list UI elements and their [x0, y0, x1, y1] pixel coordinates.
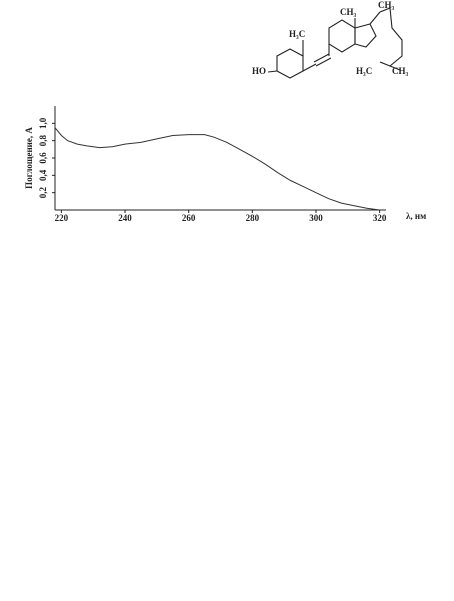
- ring-d: [354, 23, 377, 48]
- bond: [315, 57, 332, 67]
- structure-label: CH₃: [378, 0, 395, 10]
- ring-c: [328, 19, 356, 53]
- y-tick-label: 1,0: [38, 117, 48, 129]
- structure-label: CH₃: [392, 66, 409, 76]
- structure: [267, 7, 403, 79]
- bond: [369, 11, 381, 25]
- side-chain: [379, 7, 403, 67]
- x-tick-label: 220: [55, 213, 69, 223]
- structure-label: HO: [252, 66, 266, 76]
- structure-label: H₃C: [356, 66, 372, 76]
- bond: [313, 53, 330, 63]
- x-axis-label: λ, нм: [406, 211, 426, 221]
- y-tick-label: 0,2: [38, 187, 48, 199]
- y-axis-label: Поглощение, A: [24, 127, 34, 189]
- bond: [389, 65, 401, 71]
- structure-label: H₃C: [289, 29, 305, 39]
- bond: [267, 70, 278, 73]
- spectrum-line: [54, 127, 380, 211]
- x-tick-label: 300: [309, 213, 323, 223]
- ring-a: [276, 48, 304, 79]
- x-tick-label: 260: [182, 213, 196, 223]
- x-tick-label: 280: [246, 213, 260, 223]
- x-tick-label: 240: [118, 213, 132, 223]
- y-tick-label: 0,4: [38, 169, 48, 181]
- structure-label: CH₃: [340, 7, 357, 17]
- y-tick-label: 0,6: [38, 152, 48, 164]
- bond: [302, 63, 317, 72]
- x-tick-label: 320: [373, 213, 387, 223]
- y-tick-label: 0,8: [38, 135, 48, 147]
